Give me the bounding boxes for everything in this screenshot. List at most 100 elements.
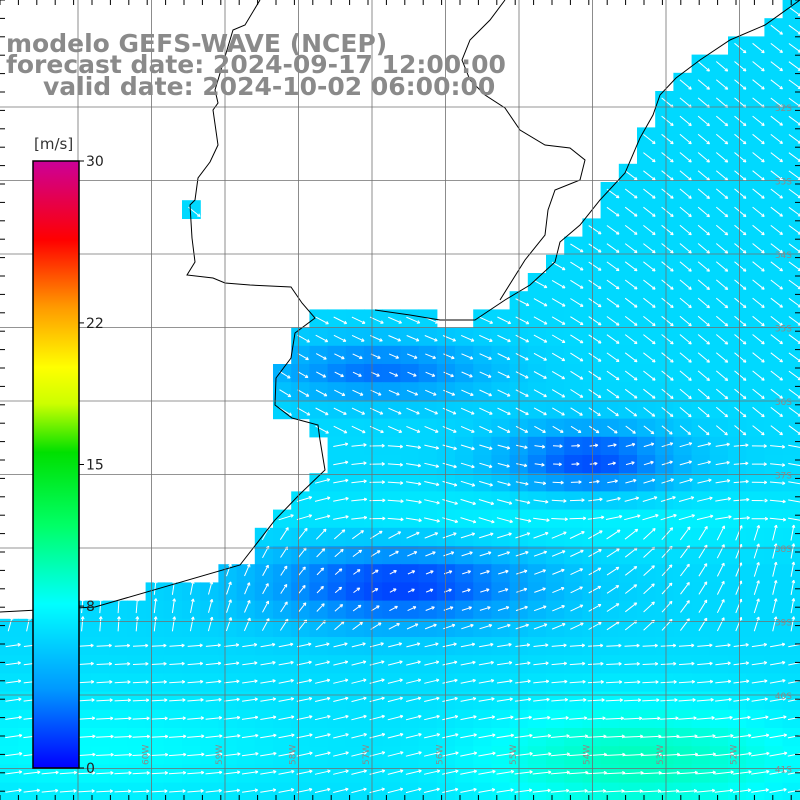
wind-arrow	[334, 389, 346, 396]
wind-arrow	[389, 570, 397, 575]
wind-arrow	[333, 787, 349, 793]
wind-arrow	[405, 769, 422, 775]
wind-arrow	[442, 642, 457, 648]
lon-label: 57W	[362, 745, 372, 765]
wind-arrow	[388, 531, 402, 539]
lon-label: 56W	[436, 745, 446, 765]
wind-arrow	[334, 604, 344, 612]
wind-arrow	[296, 496, 313, 502]
wind-arrow	[497, 606, 510, 611]
wind-arrow	[570, 316, 584, 326]
wind-arrow	[679, 460, 692, 466]
wind-arrow	[114, 661, 131, 666]
wind-arrow	[697, 496, 713, 502]
wind-arrow	[570, 425, 582, 433]
wind-arrow	[732, 733, 752, 739]
wind-arrow	[551, 499, 567, 503]
wind-arrow	[298, 602, 307, 613]
wind-arrow	[752, 224, 765, 236]
wind-arrow	[770, 316, 783, 326]
wind-arrow	[314, 514, 331, 521]
wind-arrow	[442, 751, 459, 757]
wind-arrow	[788, 517, 800, 521]
wind-arrow	[605, 514, 623, 520]
wind-arrow	[643, 370, 656, 381]
wind-arrow	[677, 752, 699, 757]
wind-arrow	[425, 551, 436, 557]
wind-arrow	[587, 661, 604, 666]
wind-arrow	[388, 407, 402, 415]
wind-arrow	[551, 279, 566, 289]
wind-arrow	[625, 461, 635, 466]
wind-arrow	[734, 243, 747, 254]
wind-arrow	[587, 789, 607, 793]
wind-arrow	[496, 697, 513, 702]
colorbar-tick-label: 15	[86, 458, 104, 474]
wind-arrow	[171, 598, 177, 614]
wind-arrow	[551, 716, 569, 720]
wind-arrow	[534, 481, 547, 486]
wind-arrow	[606, 529, 621, 540]
wind-arrow	[770, 43, 783, 53]
wind-arrow	[478, 679, 495, 684]
wind-arrow	[278, 514, 294, 521]
wind-arrow	[751, 788, 769, 793]
wind-arrow	[371, 588, 379, 593]
wind-arrow	[734, 42, 747, 54]
wind-arrow	[734, 206, 747, 218]
wind-arrow	[296, 642, 312, 648]
wind-arrow	[532, 715, 551, 720]
wind-arrow	[515, 481, 529, 486]
wind-arrow	[679, 370, 692, 381]
wind-arrow	[442, 444, 457, 451]
wind-arrow	[570, 407, 583, 416]
wind-arrow	[788, 499, 800, 503]
wind-arrow	[588, 388, 602, 399]
wind-arrow	[78, 698, 95, 702]
wind-arrow	[278, 788, 295, 793]
wind-arrow	[624, 352, 638, 363]
wind-arrow	[643, 334, 656, 345]
wind-arrow	[697, 188, 710, 199]
wind-arrow	[624, 225, 638, 235]
wind-arrow	[515, 371, 529, 379]
wind-arrow	[460, 751, 478, 757]
wind-arrow	[405, 678, 422, 684]
wind-arrow	[715, 679, 732, 684]
wind-arrow	[114, 734, 132, 739]
wind-arrow	[714, 770, 734, 775]
wind-arrow	[387, 751, 404, 757]
wind-arrow	[624, 407, 638, 417]
wind-arrow	[643, 601, 655, 613]
wind-arrow	[442, 480, 458, 487]
wind-arrow	[643, 279, 656, 290]
wind-arrow	[479, 389, 493, 397]
wind-arrow	[96, 680, 113, 684]
wind-arrow	[333, 714, 349, 721]
wind-arrow	[606, 566, 620, 576]
wind-arrow	[333, 696, 349, 702]
wind-arrow	[589, 443, 599, 448]
wind-arrow	[462, 570, 471, 575]
wind-arrow	[697, 243, 710, 254]
wind-arrow	[606, 243, 620, 253]
wind-arrow	[5, 751, 23, 757]
wind-arrow	[550, 752, 570, 757]
wind-arrow	[478, 769, 496, 775]
wind-arrow	[551, 298, 566, 307]
wind-arrow	[442, 733, 459, 739]
wind-arrow	[187, 734, 205, 739]
wind-arrow	[424, 696, 440, 702]
wind-arrow	[569, 516, 587, 521]
wind-arrow	[734, 261, 747, 272]
wind-arrow	[605, 789, 625, 793]
wind-arrow	[661, 133, 674, 145]
wind-arrow	[96, 734, 114, 739]
wind-arrow	[679, 152, 692, 163]
wind-arrow	[370, 550, 381, 557]
wind-arrow	[114, 789, 132, 794]
wind-arrow	[515, 425, 529, 433]
wind-arrow	[205, 752, 223, 757]
wind-arrow	[677, 770, 698, 775]
wind-arrow	[570, 622, 584, 630]
